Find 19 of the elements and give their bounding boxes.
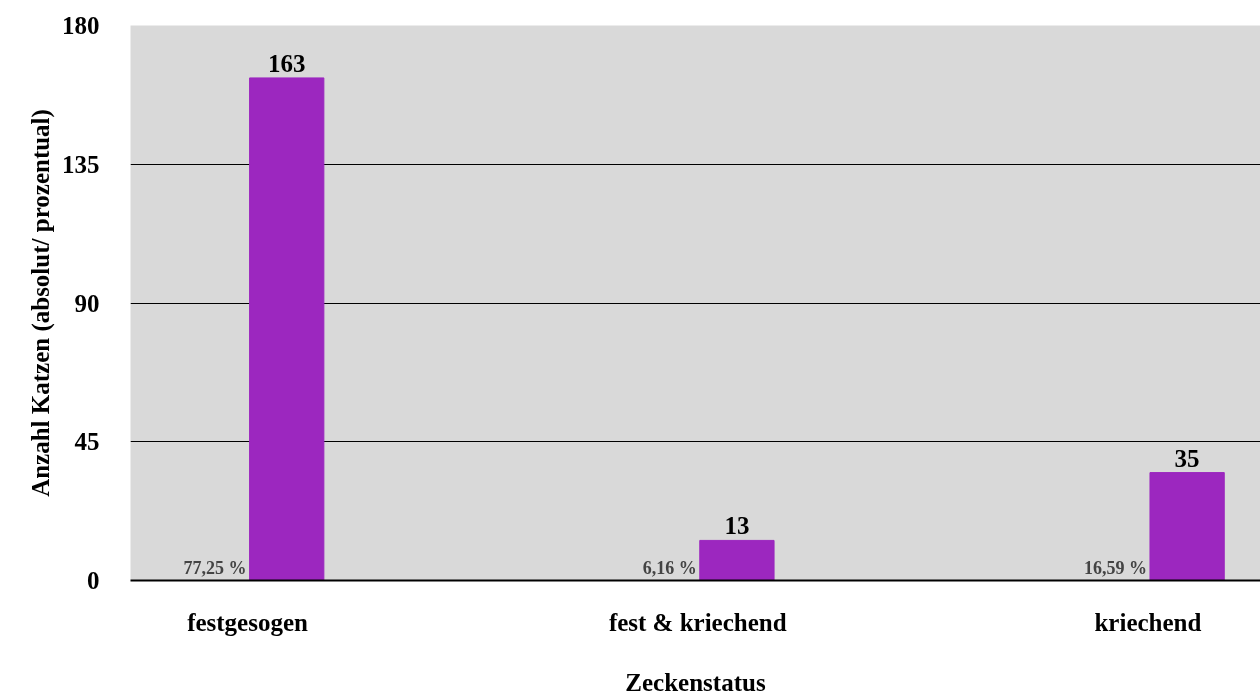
x-tick-label: fest & kriechend (608, 608, 787, 636)
y-tick-label: 135 (62, 150, 100, 178)
y-tick-label: 45 (74, 428, 100, 456)
data-label: 163 (267, 49, 306, 77)
y-tick-label: 0 (87, 567, 100, 594)
y-tick-label: 90 (74, 289, 100, 317)
data-label: 13 (724, 512, 750, 540)
bar (1149, 472, 1225, 581)
x-tick-label: festgesogen (187, 608, 309, 636)
y-axis-title: Anzahl Katzen (absolut/ prozentual) (27, 109, 55, 497)
annotation: 16,59 % (1083, 557, 1147, 578)
annotation: 6,16 % (642, 557, 697, 578)
x-tick-label: kriechend (1094, 608, 1202, 636)
bar (249, 77, 325, 581)
y-tick-label: 180 (62, 12, 100, 39)
annotation: 77,25 % (183, 557, 247, 578)
data-label: 35 (1174, 444, 1200, 472)
bar (699, 539, 775, 581)
x-axis-title: Zeckenstatus (625, 668, 766, 696)
